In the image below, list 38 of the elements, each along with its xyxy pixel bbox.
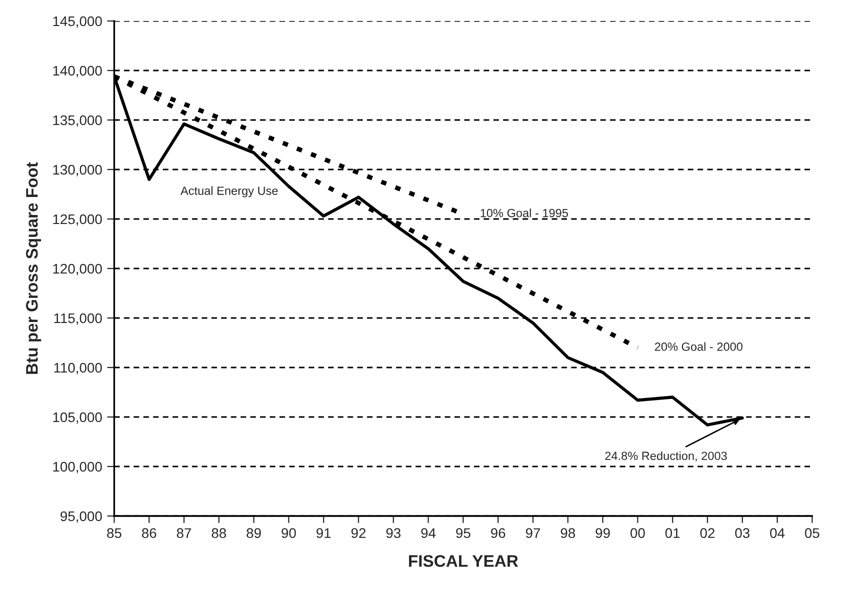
x-tick-label: 03 [735, 528, 750, 538]
annotation: 24.8% Reduction, 2003 [605, 451, 727, 462]
y-tick-label: 130,000 [53, 164, 102, 176]
annotation: 20% Goal - 2000 [654, 342, 742, 351]
x-tick-label: 86 [142, 528, 156, 538]
y-tick-label: 140,000 [53, 66, 102, 78]
x-tick-label: 90 [282, 528, 296, 538]
x-tick-label: 93 [386, 528, 401, 538]
x-tick-label: 89 [246, 528, 261, 538]
y-tick-label: 105,000 [53, 412, 102, 424]
y-tick-label: 110,000 [54, 362, 102, 374]
x-tick-label: 02 [700, 528, 714, 538]
y-tick-label: 100,000 [53, 462, 102, 474]
x-tick-label: 96 [491, 528, 506, 538]
annotation: Actual Energy Use [180, 186, 278, 198]
x-tick-label: 00 [630, 528, 645, 538]
x-tick-label: 87 [176, 528, 192, 538]
x-tick-label: 04 [770, 528, 785, 538]
x-tick-label: 92 [351, 528, 366, 538]
x-tick-label: 98 [560, 528, 575, 538]
x-tick-label: 97 [526, 528, 540, 538]
y-tick-label: 145,000 [53, 16, 102, 28]
x-tick-label: 05 [804, 528, 820, 538]
y-tick-label: 135,000 [53, 115, 102, 127]
y-tick-label: 115,000 [54, 313, 102, 325]
y-axis-title: Btu per Gross Square Foot [26, 162, 42, 374]
x-tick-label: 99 [596, 528, 610, 538]
x-tick-label: 91 [316, 528, 331, 538]
x-tick-label: 88 [212, 528, 226, 538]
x-axis-title: FISCAL YEAR [409, 555, 518, 567]
x-tick-label: 85 [107, 528, 122, 538]
x-tick-label: 94 [421, 528, 436, 538]
x-tick-label: 01 [665, 528, 680, 538]
y-tick-label: 120,000 [53, 264, 102, 276]
x-tick-label: 95 [456, 528, 470, 538]
y-tick-label: 95,000 [60, 511, 102, 523]
y-tick-label: 125,000 [53, 214, 102, 226]
annotation: 10% Goal - 1995 [480, 208, 568, 218]
